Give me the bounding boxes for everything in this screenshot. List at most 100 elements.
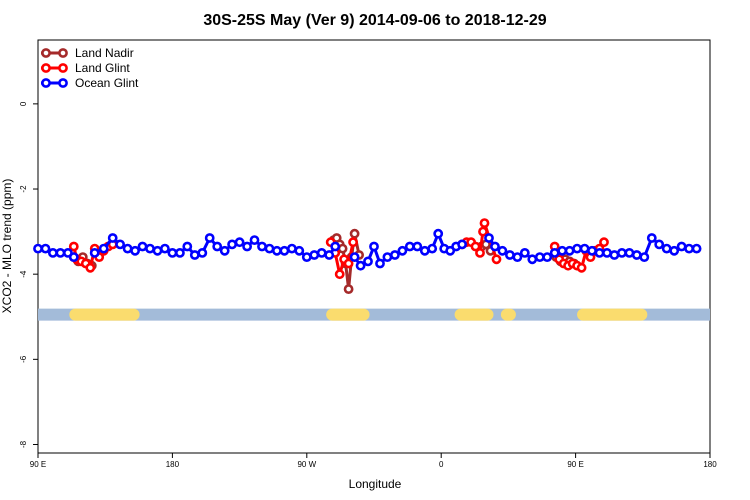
data-point [576, 262, 587, 273]
data-point [676, 241, 687, 252]
data-point [564, 245, 575, 256]
data-point [497, 245, 508, 256]
data-point [594, 247, 605, 258]
y-axis-label: XCO2 - MLO trend (ppm) [0, 179, 14, 314]
data-point [204, 233, 215, 243]
data-point [48, 247, 58, 258]
data-point [257, 241, 267, 252]
data-point [343, 284, 354, 294]
data-point [491, 254, 502, 265]
data-point [85, 262, 96, 273]
data-point [631, 250, 642, 260]
data-point [33, 243, 43, 254]
data-point [234, 237, 245, 248]
y-tick-label: -8 [19, 440, 28, 448]
y-axis: 0 -2 -4 -6 -8 [19, 101, 38, 448]
legend-marker [58, 48, 68, 58]
data-point [330, 241, 341, 252]
data-point [159, 243, 170, 254]
x-tick-label: 0 [439, 460, 444, 469]
data-point [107, 233, 118, 243]
legend-marker [41, 63, 51, 73]
data-point [189, 250, 200, 260]
data-point [249, 235, 260, 245]
data-point [98, 243, 109, 254]
data-point [115, 239, 125, 250]
data-point [68, 252, 79, 262]
data-point [355, 260, 366, 271]
data-point [490, 241, 500, 252]
x-tick-label: 90 E [567, 460, 583, 469]
x-tick-label: 90 E [30, 460, 46, 469]
y-tick-label: -6 [19, 355, 28, 363]
data-point [527, 254, 538, 265]
data-point [691, 243, 702, 254]
x-axis: 90 E 180 90 W 0 90 E 180 [30, 453, 717, 469]
data-point [587, 245, 597, 256]
data-point [478, 226, 488, 237]
data-point [174, 247, 185, 258]
data-point [55, 247, 66, 258]
x-tick-label: 90 W [297, 460, 316, 469]
data-point [122, 243, 133, 254]
data-point [427, 243, 438, 254]
data-point [294, 245, 305, 256]
data-point [457, 239, 467, 250]
data-point [549, 247, 560, 258]
data-point [137, 241, 148, 252]
data-point [661, 243, 672, 254]
legend-marker [41, 48, 51, 58]
data-point [349, 252, 360, 262]
data-point [40, 243, 51, 254]
data-point [227, 239, 237, 250]
data-point [145, 243, 155, 254]
data-point [397, 245, 408, 256]
data-point [572, 243, 582, 254]
data-point [646, 233, 657, 243]
data-point [433, 228, 444, 239]
data-point [343, 258, 354, 269]
data-point [639, 252, 650, 262]
data-point [599, 237, 609, 248]
data-point [470, 241, 481, 252]
data-point [504, 250, 515, 260]
legend-label: Land Nadir [75, 46, 134, 60]
data-point [182, 241, 193, 252]
data-point [89, 247, 100, 258]
data-point [519, 247, 530, 258]
legend-label: Ocean Glint [75, 76, 139, 90]
y-tick-label: -4 [19, 270, 28, 278]
data-point [404, 241, 415, 252]
data-point [684, 243, 694, 254]
legend-marker [58, 63, 68, 73]
legend-marker [41, 78, 51, 88]
x-axis-label: Longitude [349, 477, 402, 491]
data-point [316, 247, 327, 258]
series-ocean-glint [33, 228, 702, 271]
data-point [130, 245, 140, 256]
data-point [484, 233, 494, 243]
data-point [68, 241, 79, 252]
data-point [512, 252, 523, 262]
data-point [212, 241, 223, 252]
series-layer [33, 218, 702, 294]
data-point [279, 245, 290, 256]
data-point [334, 269, 345, 280]
data-point [382, 252, 393, 262]
data-point [654, 239, 665, 250]
data-point [197, 247, 208, 258]
chart-title: 30S-25S May (Ver 9) 2014-09-06 to 2018-1… [203, 12, 546, 29]
data-point [324, 250, 335, 260]
data-point [271, 245, 282, 256]
data-point [219, 245, 230, 256]
x-tick-label: 180 [166, 460, 180, 469]
data-point [389, 250, 400, 260]
data-point [369, 241, 379, 252]
data-point [617, 247, 627, 258]
data-point [669, 245, 680, 256]
data-point [349, 228, 360, 239]
data-point [375, 258, 385, 269]
data-point [363, 256, 373, 267]
